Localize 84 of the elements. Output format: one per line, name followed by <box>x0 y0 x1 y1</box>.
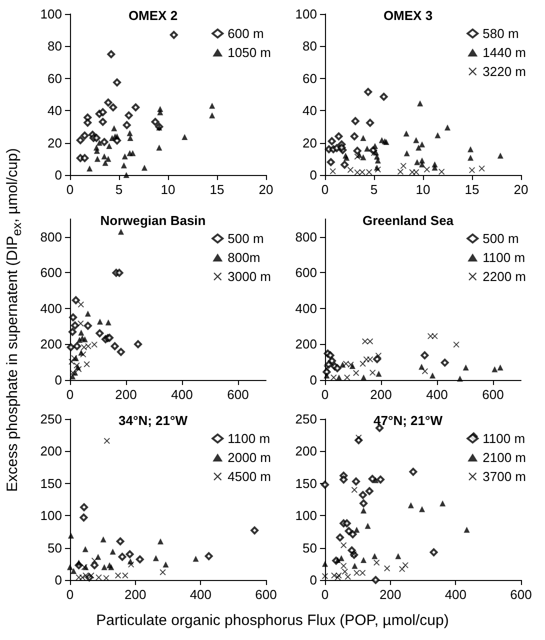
y-tick-label: 60 <box>48 70 62 86</box>
legend-label: 1050 m <box>228 45 272 60</box>
y-tick-label: 100 <box>295 6 317 22</box>
y-tick-label: 80 <box>48 38 62 54</box>
y-tick-label: 800 <box>40 229 62 244</box>
x-tick-label: 400 <box>171 387 193 402</box>
legend-label: 600 m <box>228 26 264 41</box>
legend-label: 800m <box>228 250 260 265</box>
legend-label: 1100 m <box>482 431 526 446</box>
x-tick-label: 15 <box>210 182 224 197</box>
x-tick-label: 200 <box>115 387 137 402</box>
y-tick-label: 50 <box>302 540 317 556</box>
legend-label: 3220 m <box>482 64 526 79</box>
y-tick-label: 200 <box>40 444 62 459</box>
x-tick-label: 0 <box>66 387 74 402</box>
legend-label: 500 m <box>228 231 264 246</box>
y-tick-label: 400 <box>40 300 62 316</box>
legend-label: 2000 m <box>228 450 272 465</box>
y-tick-label: 0 <box>54 372 62 388</box>
y-tick-label: 800 <box>295 229 317 244</box>
legend-label: 2200 m <box>482 269 526 284</box>
y-tick-label: 150 <box>40 476 62 491</box>
x-tick-label: 20 <box>514 182 528 197</box>
x-tick-label: 5 <box>370 182 378 197</box>
x-tick-label: 15 <box>464 182 480 197</box>
x-tick-label: 5 <box>115 182 123 197</box>
y-tick-label: 200 <box>295 444 317 459</box>
legend-label: 1100 m <box>482 250 526 265</box>
legend-label: 4500 m <box>228 469 272 484</box>
x-axis-title: Particulate organic phosphorus Flux (POP, µmol/cup) <box>95 612 450 629</box>
y-tick-label: 60 <box>302 70 317 86</box>
y-tick-label: 20 <box>48 135 62 150</box>
y-tick-label: 20 <box>302 135 317 150</box>
x-tick-label: 0 <box>66 587 74 602</box>
y-tick-label: 250 <box>295 412 317 426</box>
chart-title: 34°N; 21°W <box>118 413 188 428</box>
legend-label: 500 m <box>482 231 519 246</box>
y-tick-label: 400 <box>295 300 317 316</box>
y-tick-label: 50 <box>48 540 62 556</box>
x-tick-label: 0 <box>66 182 74 197</box>
y-tick-label: 100 <box>295 508 317 524</box>
y-tick-label: 0 <box>310 168 317 182</box>
x-tick-label: 600 <box>227 387 249 402</box>
x-tick-label: 600 <box>510 587 532 602</box>
y-tick-label: 0 <box>310 572 317 588</box>
legend-label: 1440 m <box>482 45 526 60</box>
chart-title: Greenland Sea <box>362 213 454 228</box>
y-tick-label: 0 <box>310 372 317 388</box>
y-tick-label: 80 <box>302 38 317 54</box>
x-tick-label: 0 <box>321 387 329 402</box>
x-tick-label: 0 <box>321 587 329 602</box>
x-tick-label: 600 <box>482 387 504 402</box>
legend-label: 1100 m <box>228 431 270 446</box>
y-tick-label: 0 <box>54 572 62 588</box>
x-tick-label: 200 <box>124 587 146 602</box>
x-tick-label: 600 <box>255 587 277 602</box>
y-tick-label: 600 <box>40 265 62 280</box>
y-tick-label: 150 <box>295 476 317 491</box>
x-tick-label: 0 <box>321 182 329 197</box>
chart-title: Norwegian Basin <box>100 213 206 228</box>
y-tick-label: 100 <box>40 508 62 524</box>
chart-title: OMEX 2 <box>128 8 178 23</box>
x-tick-label: 400 <box>190 587 212 602</box>
y-tick-label: 100 <box>40 6 62 22</box>
x-tick-label: 200 <box>379 587 402 602</box>
y-tick-label: 200 <box>295 336 317 352</box>
y-tick-label: 40 <box>302 103 317 118</box>
y-tick-label: 0 <box>54 168 62 182</box>
y-tick-label: 200 <box>40 336 62 352</box>
x-tick-label: 400 <box>444 587 467 602</box>
chart-title: OMEX 3 <box>383 8 433 23</box>
x-tick-label: 20 <box>258 182 274 197</box>
chart-title: 47°N; 21°W <box>374 413 444 428</box>
legend-label: 3000 m <box>228 269 272 284</box>
y-tick-label: 40 <box>48 103 62 118</box>
legend-label: 3700 m <box>482 469 526 484</box>
legend-label: 2100 m <box>482 450 526 465</box>
x-tick-label: 200 <box>370 387 392 402</box>
y-tick-label: 250 <box>40 412 62 426</box>
x-tick-label: 10 <box>160 182 176 197</box>
legend-label: 580 m <box>482 26 519 41</box>
y-tick-label: 600 <box>295 265 317 280</box>
x-tick-label: 400 <box>426 387 448 402</box>
x-tick-label: 10 <box>416 182 430 197</box>
